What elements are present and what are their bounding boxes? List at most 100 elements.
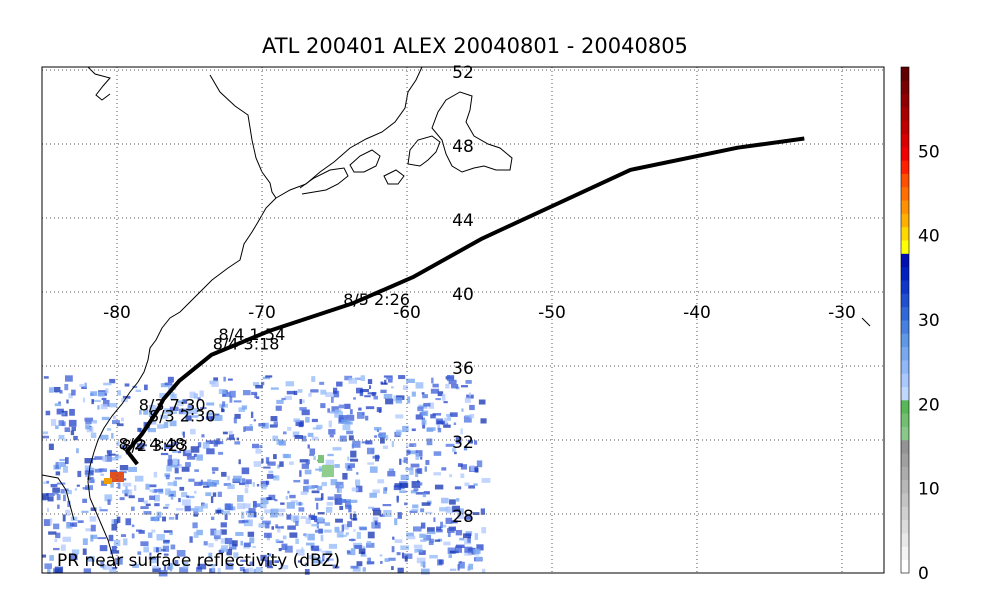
reflectivity-cell	[255, 448, 262, 454]
reflectivity-cell	[181, 499, 191, 506]
reflectivity-cell	[409, 510, 418, 513]
colorbar-swatch	[901, 80, 909, 95]
reflectivity-cell	[481, 568, 486, 574]
reflectivity-cell	[214, 530, 222, 536]
reflectivity-cell	[109, 378, 116, 384]
reflectivity-cell	[163, 553, 169, 556]
reflectivity-cell	[449, 412, 458, 417]
reflectivity-cell	[421, 502, 431, 506]
reflectivity-cell	[249, 561, 254, 566]
colorbar-swatch	[901, 546, 909, 561]
reflectivity-cell	[367, 462, 375, 465]
reflectivity-cell	[148, 410, 156, 417]
reflectivity-cell	[64, 427, 71, 433]
reflectivity-cell	[149, 495, 156, 501]
reflectivity-cell	[163, 565, 167, 571]
reflectivity-cell	[365, 406, 375, 410]
reflectivity-cell	[354, 377, 361, 380]
reflectivity-cell	[384, 558, 390, 562]
reflectivity-cell	[143, 444, 147, 447]
reflectivity-cell	[385, 398, 394, 405]
reflectivity-cell	[451, 520, 458, 524]
reflectivity-cell	[167, 482, 177, 486]
reflectivity-cell	[295, 538, 299, 545]
reflectivity-cell	[456, 498, 460, 502]
longitude-label: -50	[538, 303, 566, 323]
reflectivity-cell	[433, 517, 436, 522]
reflectivity-cell	[391, 566, 394, 570]
reflectivity-cell	[413, 488, 419, 492]
reflectivity-cell	[211, 567, 215, 572]
reflectivity-cell	[206, 448, 215, 455]
colorbar-swatch	[901, 200, 909, 214]
reflectivity-cell	[287, 426, 292, 431]
reflectivity-cell	[213, 439, 218, 447]
latitude-label: 28	[452, 507, 474, 527]
reflectivity-cell	[253, 511, 257, 518]
reflectivity-cell	[337, 499, 347, 504]
reflectivity-cell	[383, 375, 393, 378]
reflectivity-cell	[123, 538, 128, 546]
reflectivity-cell	[417, 406, 424, 412]
reflectivity-cell	[64, 383, 69, 391]
reflectivity-cell	[344, 462, 350, 469]
reflectivity-cell	[325, 506, 333, 513]
reflectivity-cell	[97, 405, 100, 410]
reflectivity-cell	[372, 510, 382, 516]
reflectivity-cell	[193, 514, 199, 517]
reflectivity-cell	[270, 387, 279, 390]
reflectivity-cell	[84, 417, 94, 422]
reflectivity-cell	[135, 389, 142, 393]
reflectivity-cell	[73, 435, 78, 441]
reflectivity-cell	[265, 480, 270, 485]
reflectivity-cell	[220, 538, 228, 544]
reflectivity-cell	[188, 478, 195, 482]
reflectivity-cell	[379, 514, 385, 517]
reflectivity-cell	[362, 567, 366, 572]
reflectivity-cell	[402, 385, 409, 391]
reflectivity-cell	[243, 519, 253, 527]
reflectivity-cell	[111, 523, 118, 531]
reflectivity-cell	[383, 393, 393, 399]
reflectivity-cell	[315, 468, 323, 471]
reflectivity-cell	[327, 453, 334, 457]
reflectivity-cell	[111, 545, 117, 551]
reflectivity-cell	[205, 440, 214, 445]
reflectivity-cell	[466, 394, 474, 399]
reflectivity-cell	[372, 516, 379, 522]
reflectivity-cell	[221, 408, 225, 413]
reflectivity-cell	[161, 548, 166, 552]
reflectivity-cell	[438, 559, 444, 565]
reflectivity-cell	[185, 415, 192, 421]
reflectivity-cell	[275, 539, 280, 543]
latitude-label: 36	[452, 359, 474, 379]
reflectivity-cell	[154, 488, 164, 493]
reflectivity-cell	[105, 564, 113, 570]
reflectivity-cell	[469, 413, 475, 419]
reflectivity-cell	[260, 497, 269, 505]
reflectivity-cell	[138, 497, 145, 503]
reflectivity-cell	[169, 568, 173, 572]
colorbar-swatch	[901, 466, 909, 481]
colorbar-tick-labels: 0 10 20 30 40 50	[918, 142, 940, 584]
reflectivity-cell	[102, 456, 108, 462]
reflectivity-cell	[68, 419, 77, 427]
colorbar-swatch	[901, 240, 909, 254]
reflectivity-cell	[168, 454, 173, 462]
reflectivity-cell	[380, 389, 387, 394]
reflectivity-cell	[362, 546, 366, 550]
reflectivity-cell	[214, 537, 219, 542]
reflectivity-cell	[367, 392, 377, 395]
reflectivity-cell	[333, 390, 340, 398]
reflectivity-cell	[356, 411, 365, 419]
reflectivity-cell	[473, 483, 478, 486]
reflectivity-cell	[100, 561, 105, 568]
reflectivity-cell	[388, 557, 396, 561]
reflectivity-cell	[223, 483, 231, 486]
reflectivity-cell	[236, 437, 240, 441]
reflectivity-cell	[481, 527, 487, 534]
reflectivity-cell	[366, 540, 372, 545]
reflectivity-cell	[205, 416, 213, 420]
reflectivity-cell	[382, 445, 388, 450]
reflectivity-cell	[84, 382, 87, 389]
